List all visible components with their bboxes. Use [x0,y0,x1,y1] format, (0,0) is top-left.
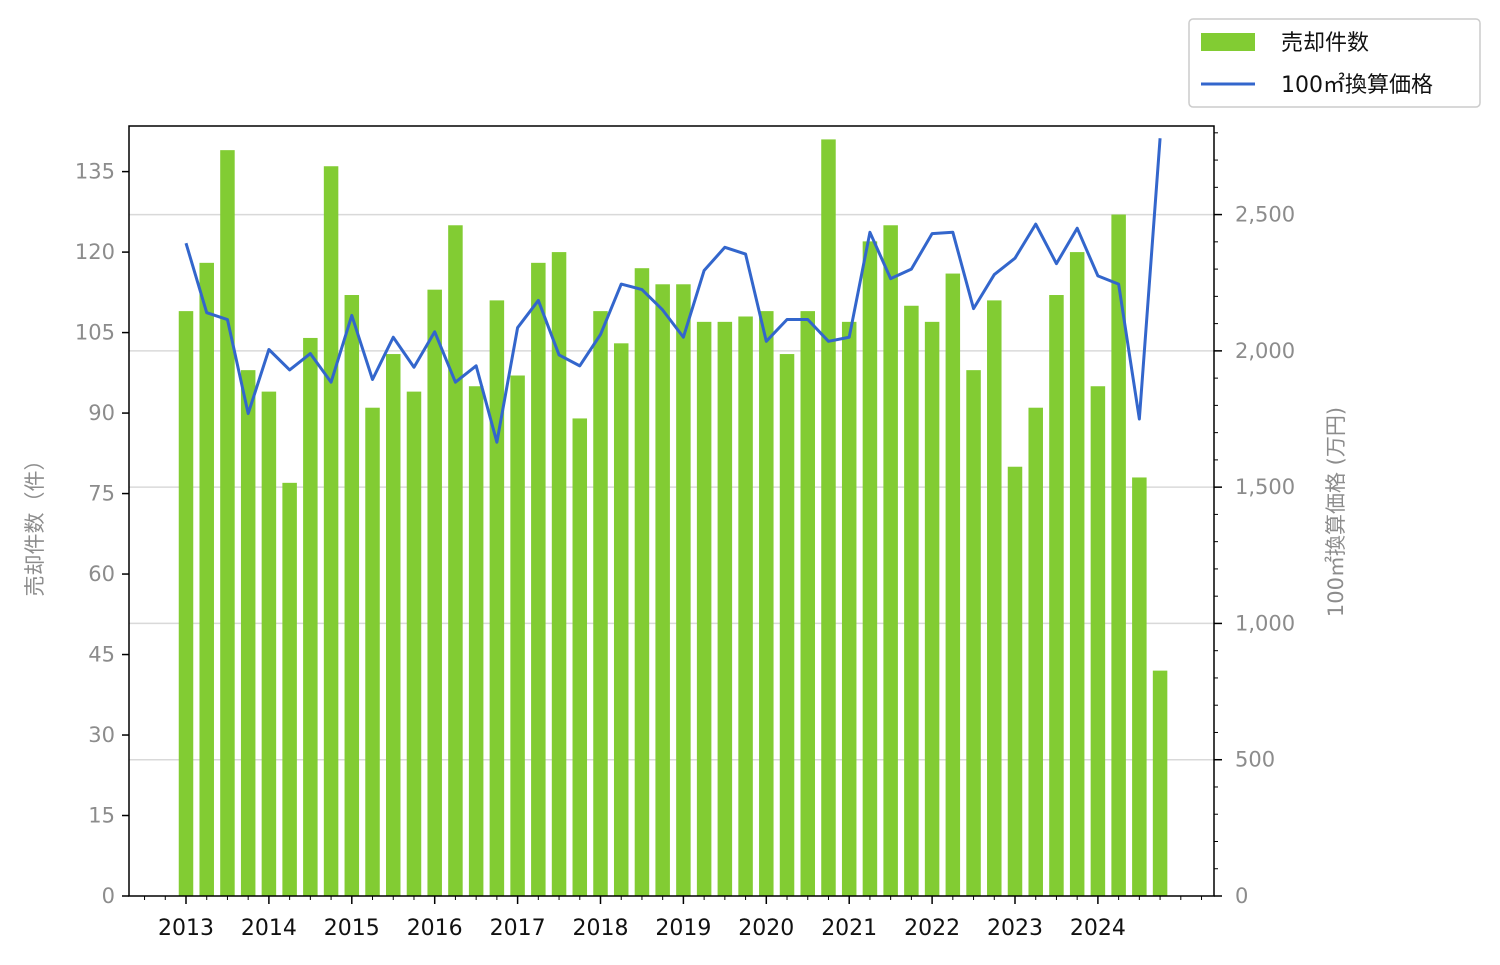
plot-frame [128,125,1215,897]
right-tick-label: 1,000 [1235,611,1295,635]
x-tick-label: 2015 [324,916,380,941]
bar-2013Q2 [199,262,214,897]
bar-2014Q1 [261,391,277,896]
bar-2014Q4 [323,166,339,897]
bar-2020Q1 [759,311,774,896]
x-tick-label: 2023 [987,916,1043,941]
bar-2024Q4 [1152,670,1168,896]
right-tick-label: 0 [1235,884,1248,908]
legend-bar-swatch [1201,33,1255,51]
x-tick-label: 2019 [655,916,711,941]
bar-2022Q1 [924,321,940,897]
bar-2018Q1 [593,311,608,896]
bar-2019Q2 [696,321,712,897]
bar-2023Q1 [1007,466,1023,896]
bar-2021Q4 [904,305,919,896]
left-axis-title: 売却件数（件） [23,450,47,597]
x-tick-label: 2014 [241,916,297,941]
bar-2016Q3 [468,386,484,896]
bar-2019Q4 [738,316,753,896]
bar-2014Q3 [303,337,318,896]
legend-bar-label: 売却件数 [1281,31,1369,56]
x-tick-label: 2017 [490,916,546,941]
left-tick-label: 105 [75,321,115,345]
left-tick-label: 75 [88,482,115,506]
right-axis-title: 100㎡換算価格 (万円) [1324,407,1348,617]
right-tick-label: 1,500 [1235,475,1295,499]
legend-line-label: 100㎡換算価格 [1281,72,1433,98]
left-tick-label: 30 [88,723,115,747]
bar-2018Q2 [613,343,629,896]
right-tick-label: 2,500 [1235,203,1295,227]
x-tick-label: 2013 [158,916,214,941]
left-tick-label: 0 [102,884,115,908]
bar-2017Q4 [572,418,588,896]
right-tick-label: 500 [1235,748,1275,772]
bar-2022Q4 [987,300,1002,896]
axes: 0 15 30 45 60 75 90 105 120 135 0 500 1,000 1,500 2,00… [75,125,1295,941]
legend-frame [1188,18,1481,108]
bar-2013Q3 [220,150,235,896]
bar-2023Q4 [1069,252,1085,897]
left-tick-label: 90 [88,401,115,425]
bar-2020Q4 [821,139,836,896]
bar-2013Q4 [240,370,256,896]
left-tick-label: 60 [88,562,115,586]
bar-2019Q3 [717,321,733,897]
bar-2017Q1 [510,375,525,896]
x-tick-label: 2022 [904,916,960,941]
left-tick-label: 135 [75,160,115,184]
bar-2016Q2 [448,225,463,896]
bar-2020Q2 [779,354,795,896]
bar-2017Q3 [551,252,567,897]
legend: 売却件数 100㎡換算価格 [1188,18,1481,108]
bar-2024Q3 [1132,477,1147,896]
x-tick-label: 2021 [821,916,877,941]
bar-2022Q2 [945,273,961,896]
bar-2016Q4 [489,300,505,896]
left-tick-label: 15 [88,804,115,828]
bar-2019Q1 [676,284,691,896]
bar-2024Q1 [1090,386,1106,896]
bar-2015Q1 [344,295,360,896]
bar-2013Q1 [178,311,194,896]
right-tick-label: 2,000 [1235,339,1295,363]
x-tick-label: 2018 [573,916,629,941]
bar-2014Q2 [282,482,297,896]
x-tick-label: 2020 [738,916,794,941]
bar-2017Q2 [531,262,546,897]
bar-2018Q3 [634,268,650,896]
bar-2015Q3 [386,354,401,896]
bar-2021Q2 [862,241,878,896]
bar-2020Q3 [800,311,815,896]
bar-2022Q3 [966,370,981,896]
bar-2021Q1 [841,321,857,897]
x-tick-label: 2016 [407,916,463,941]
bar-2018Q4 [655,284,670,896]
bar-2023Q3 [1049,295,1064,896]
left-tick-label: 120 [75,240,115,264]
line-series [184,138,1162,444]
left-tick-label: 45 [88,643,115,667]
bar-2015Q4 [406,391,422,896]
bar-2023Q2 [1028,407,1043,896]
bar-2016Q1 [427,289,442,896]
bar-2021Q3 [883,225,898,896]
price-line [184,138,1162,444]
bar-2015Q2 [365,407,380,896]
bar-2024Q2 [1111,214,1126,897]
x-tick-label: 2024 [1070,916,1126,941]
bar-series [178,139,1168,897]
